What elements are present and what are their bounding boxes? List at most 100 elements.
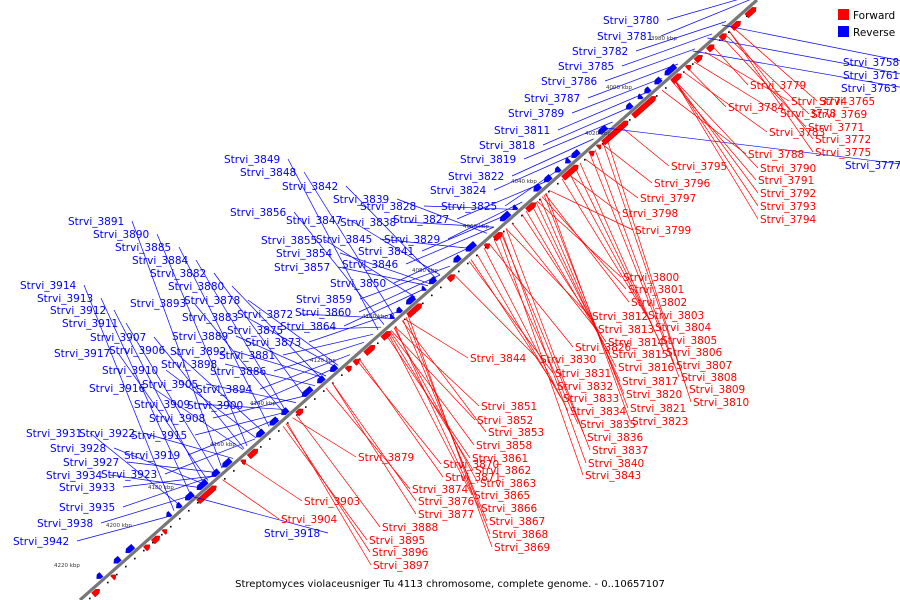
gene-label[interactable]: Strvi_3865 <box>474 490 530 502</box>
gene-label[interactable]: Strvi_3917 <box>54 348 110 360</box>
gene-label[interactable]: Strvi_3878 <box>184 295 240 307</box>
gene-label[interactable]: Strvi_3854 <box>276 248 333 260</box>
gene-label[interactable]: Strvi_3867 <box>489 516 545 528</box>
gene-label[interactable]: Strvi_3765 <box>819 96 875 108</box>
gene-label[interactable]: Strvi_3847 <box>286 215 342 227</box>
gene-label[interactable]: Strvi_3912 <box>50 305 106 317</box>
gene-label[interactable]: Strvi_3817 <box>622 376 678 388</box>
gene-label[interactable]: Strvi_3897 <box>373 560 429 572</box>
gene-label[interactable]: Strvi_3811 <box>494 125 550 137</box>
gene-label[interactable]: Strvi_3856 <box>230 207 287 219</box>
gene-label[interactable]: Strvi_3795 <box>671 161 727 173</box>
gene-label[interactable]: Strvi_3771 <box>808 122 864 134</box>
gene-label[interactable]: Strvi_3782 <box>572 46 628 58</box>
gene-label[interactable]: Strvi_3934 <box>46 470 103 482</box>
gene-label[interactable]: Strvi_3793 <box>760 201 816 213</box>
gene-label[interactable]: Strvi_3830 <box>540 354 596 366</box>
gene-label[interactable]: Strvi_3874 <box>412 484 469 496</box>
gene-label[interactable]: Strvi_3870 <box>443 459 499 471</box>
gene-label[interactable]: Strvi_3859 <box>296 294 352 306</box>
gene-label[interactable]: Strvi_3797 <box>640 193 696 205</box>
gene-label[interactable]: Strvi_3935 <box>59 502 115 514</box>
gene-label[interactable]: Strvi_3863 <box>480 478 536 490</box>
gene-label[interactable]: Strvi_3827 <box>393 214 449 226</box>
gene-label[interactable]: Strvi_3805 <box>661 335 717 347</box>
gene-label[interactable]: Strvi_3831 <box>555 368 611 380</box>
gene-label[interactable]: Strvi_3915 <box>131 430 187 442</box>
gene-label[interactable]: Strvi_3783 <box>769 127 825 139</box>
gene-label[interactable]: Strvi_3927 <box>63 457 119 469</box>
gene-label[interactable]: Strvi_3873 <box>245 337 301 349</box>
gene-label[interactable]: Strvi_3824 <box>430 185 487 197</box>
gene-label[interactable]: Strvi_3900 <box>187 400 243 412</box>
gene-label[interactable]: Strvi_3895 <box>369 535 425 547</box>
gene-label[interactable]: Strvi_3909 <box>134 399 190 411</box>
gene-label[interactable]: Strvi_3835 <box>580 419 636 431</box>
gene-label[interactable]: Strvi_3825 <box>441 201 497 213</box>
gene-label[interactable]: Strvi_3799 <box>635 225 691 237</box>
gene-label[interactable]: Strvi_3923 <box>101 469 157 481</box>
gene-label[interactable]: Strvi_3846 <box>342 259 399 271</box>
gene-label[interactable]: Strvi_3908 <box>149 413 205 425</box>
gene-label[interactable]: Strvi_3904 <box>281 514 338 526</box>
gene-label[interactable]: Strvi_3777 <box>845 160 900 172</box>
gene-label[interactable]: Strvi_3788 <box>748 149 804 161</box>
gene-label[interactable]: Strvi_3761 <box>843 70 899 82</box>
gene-label[interactable]: Strvi_3844 <box>470 353 527 365</box>
gene-label[interactable]: Strvi_3942 <box>13 536 69 548</box>
gene-label[interactable]: Strvi_3913 <box>37 293 93 305</box>
gene-label[interactable]: Strvi_3774 <box>791 96 848 108</box>
gene-label[interactable]: Strvi_3809 <box>689 384 745 396</box>
gene-label[interactable]: Strvi_3784 <box>728 102 785 114</box>
gene-label[interactable]: Strvi_3785 <box>558 61 614 73</box>
gene-label[interactable]: Strvi_3916 <box>89 383 146 395</box>
gene-label[interactable]: Strvi_3906 <box>109 345 166 357</box>
gene-label[interactable]: Strvi_3903 <box>304 496 360 508</box>
gene-label[interactable]: Strvi_3816 <box>618 362 675 374</box>
gene-label[interactable]: Strvi_3922 <box>79 428 135 440</box>
gene-label[interactable]: Strvi_3862 <box>475 465 531 477</box>
gene-label[interactable]: Strvi_3860 <box>295 307 351 319</box>
gene-label[interactable]: Strvi_3871 <box>445 472 501 484</box>
gene-label[interactable]: Strvi_3919 <box>124 450 180 462</box>
gene-label[interactable]: Strvi_3837 <box>592 445 648 457</box>
gene-label[interactable]: Strvi_3851 <box>481 401 537 413</box>
gene-label[interactable]: Strvi_3838 <box>340 217 396 229</box>
gene-label[interactable]: Strvi_3892 <box>170 346 226 358</box>
gene-label[interactable]: Strvi_3891 <box>68 216 124 228</box>
gene-label[interactable]: Strvi_3853 <box>488 427 544 439</box>
gene-label[interactable]: Strvi_3864 <box>280 321 337 333</box>
gene-label[interactable]: Strvi_3806 <box>666 347 723 359</box>
gene-label[interactable]: Strvi_3884 <box>132 255 189 267</box>
gene-label[interactable]: Strvi_3763 <box>841 83 897 95</box>
gene-label[interactable]: Strvi_3832 <box>557 381 613 393</box>
gene-label[interactable]: Strvi_3910 <box>102 365 158 377</box>
gene-label[interactable]: Strvi_3814 <box>608 337 665 349</box>
gene-label[interactable]: Strvi_3907 <box>90 332 146 344</box>
gene-label[interactable]: Strvi_3779 <box>750 80 806 92</box>
gene-label[interactable]: Strvi_3880 <box>168 281 224 293</box>
gene-label[interactable]: Strvi_3875 <box>227 325 283 337</box>
gene-label[interactable]: Strvi_3828 <box>360 201 416 213</box>
gene-label[interactable]: Strvi_3791 <box>758 175 814 187</box>
gene-label[interactable]: Strvi_3836 <box>587 432 644 444</box>
gene-label[interactable]: Strvi_3857 <box>274 262 330 274</box>
gene-label[interactable]: Strvi_3928 <box>50 443 106 455</box>
gene-label[interactable]: Strvi_3786 <box>541 76 598 88</box>
gene-label[interactable]: Strvi_3879 <box>358 452 414 464</box>
gene-label[interactable]: Strvi_3911 <box>62 318 118 330</box>
gene-label[interactable]: Strvi_3801 <box>628 284 684 296</box>
gene-label[interactable]: Strvi_3821 <box>630 403 686 415</box>
gene-label[interactable]: Strvi_3772 <box>815 134 871 146</box>
gene-label[interactable]: Strvi_3893 <box>130 298 186 310</box>
gene-label[interactable]: Strvi_3841 <box>358 246 414 258</box>
gene-label[interactable]: Strvi_3826 <box>575 342 632 354</box>
gene-label[interactable]: Strvi_3792 <box>760 188 816 200</box>
gene-label[interactable]: Strvi_3840 <box>588 458 644 470</box>
gene-label[interactable]: Strvi_3823 <box>632 416 688 428</box>
gene-label[interactable]: Strvi_3834 <box>570 406 627 418</box>
gene-label[interactable]: Strvi_3872 <box>237 309 293 321</box>
gene-label[interactable]: Strvi_3881 <box>219 350 275 362</box>
gene-label[interactable]: Strvi_3807 <box>676 360 732 372</box>
gene-label[interactable]: Strvi_3882 <box>150 268 206 280</box>
